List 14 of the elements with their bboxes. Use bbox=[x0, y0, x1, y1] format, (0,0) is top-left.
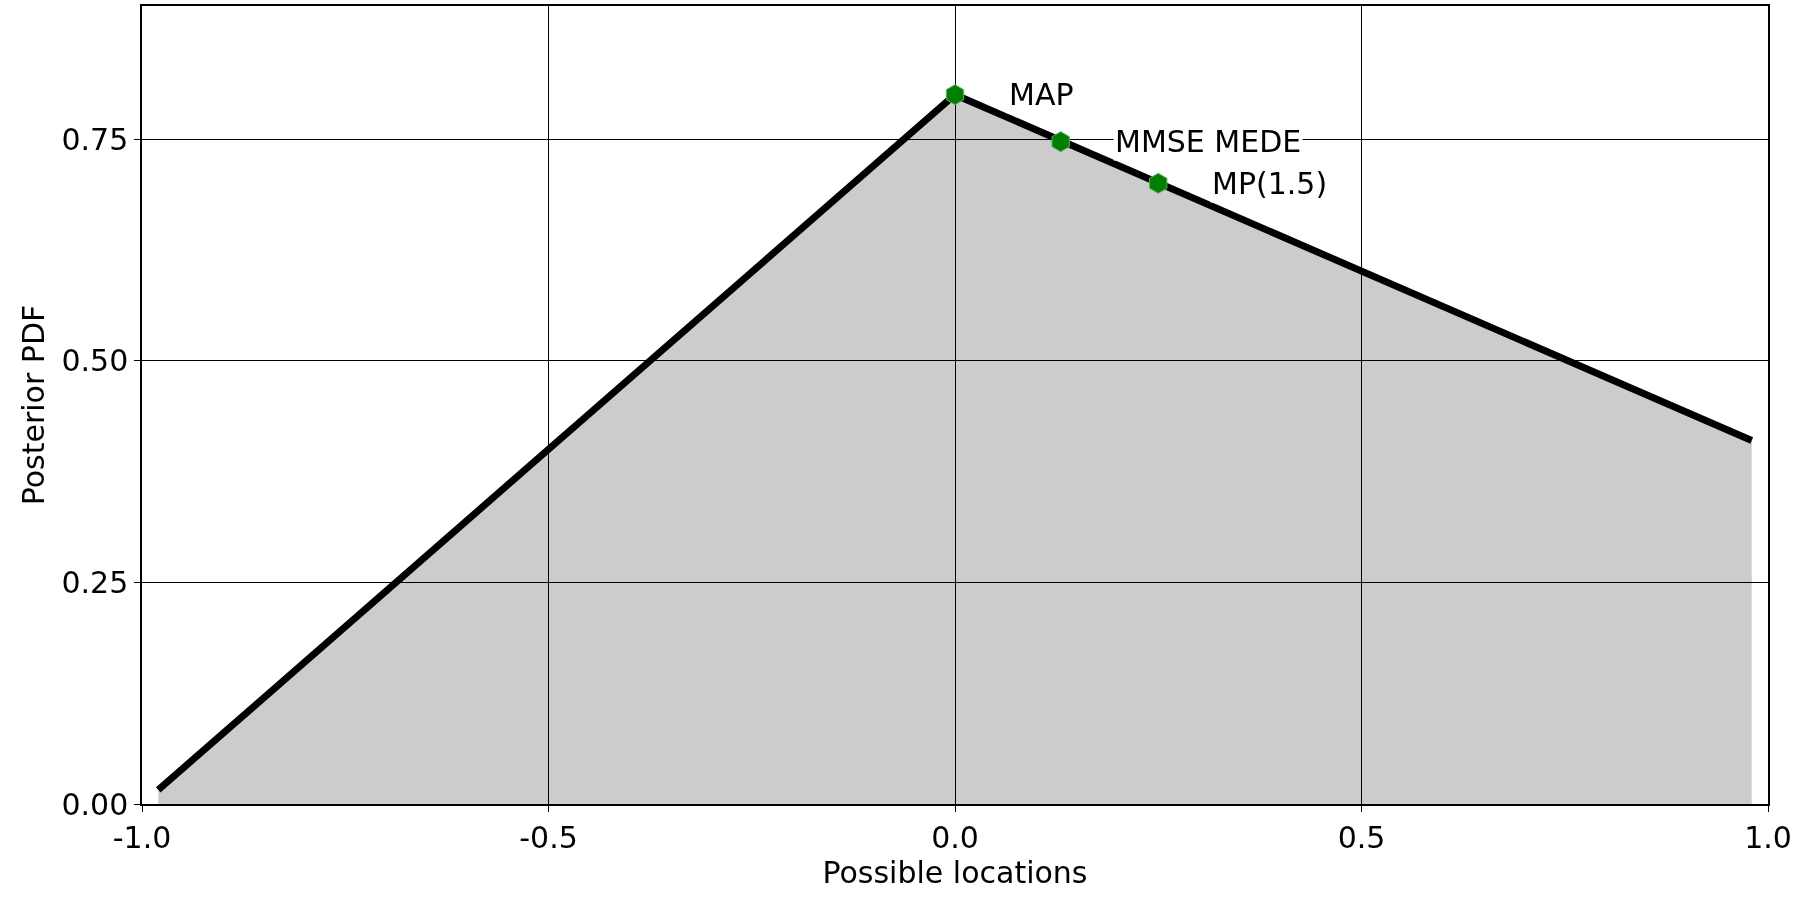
y-tick-label: 0.25 bbox=[61, 564, 129, 600]
annotation: MAP bbox=[1009, 77, 1074, 112]
y-tick-label: 0.50 bbox=[61, 343, 129, 379]
x-tick-label: -1.0 bbox=[112, 819, 172, 855]
y-tick-label: 0.00 bbox=[61, 786, 129, 822]
x-tick-label: 1.0 bbox=[1744, 819, 1792, 855]
annotation: MMSE MEDE bbox=[1115, 124, 1302, 159]
x-tick-label: 0.0 bbox=[931, 819, 979, 855]
y-tick-label: 0.75 bbox=[61, 121, 129, 157]
annotation: MP(1.5) bbox=[1212, 166, 1328, 201]
x-tick-label: -0.5 bbox=[519, 819, 578, 855]
y-axis-title: Posterior PDF bbox=[15, 304, 51, 506]
x-tick-label: 0.5 bbox=[1337, 819, 1386, 855]
x-axis-title: Possible locations bbox=[822, 854, 1088, 890]
